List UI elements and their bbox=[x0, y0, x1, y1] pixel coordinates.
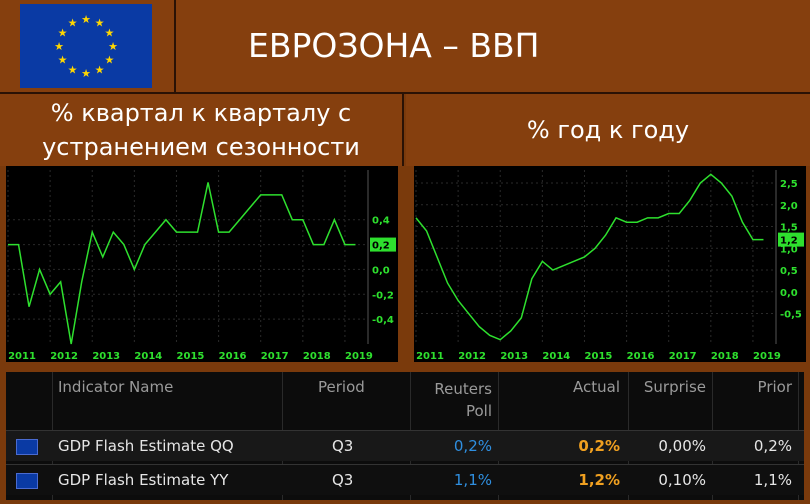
reuters-poll: 1,1% bbox=[453, 471, 492, 489]
flag-star: ★ bbox=[58, 27, 68, 40]
header-bar: ★ ★ ★ ★ ★ ★ ★ ★ ★ ★ ★ ★ ЕВРОЗОНА – ВВП bbox=[0, 0, 810, 94]
x-tick-label: 2012 bbox=[458, 351, 486, 362]
prior: 0,2% bbox=[753, 437, 792, 455]
flag-star: ★ bbox=[81, 13, 91, 26]
y-tick-label: 2,5 bbox=[780, 179, 798, 190]
prior: 1,1% bbox=[753, 471, 792, 489]
indicator-name: GDP Flash Estimate QQ bbox=[58, 437, 234, 455]
flag-star: ★ bbox=[104, 54, 114, 67]
table-row[interactable]: GDP Flash Estimate YY Q3 1,1% 1,2% 0,10%… bbox=[6, 464, 804, 495]
subtitle-left-text: % квартал к кварталу с устранением сезон… bbox=[42, 99, 360, 161]
flag-star: ★ bbox=[68, 63, 78, 76]
last-value-box bbox=[370, 237, 396, 252]
x-tick-label: 2018 bbox=[303, 351, 331, 362]
header-actual[interactable]: Actual bbox=[573, 378, 620, 396]
x-tick-label: 2019 bbox=[345, 351, 373, 362]
y-tick-label: 0,4 bbox=[372, 216, 390, 227]
x-tick-label: 2016 bbox=[219, 351, 247, 362]
yoy-chart-svg: 2011 2012 2013 2014 2015 2016 2017 2018 2019 2,5 2… bbox=[415, 170, 804, 362]
flag-star: ★ bbox=[68, 17, 78, 30]
x-tick-label: 2018 bbox=[711, 351, 739, 362]
y-tick-label: -0,5 bbox=[780, 310, 802, 321]
chart-right-subtitle: % год к году bbox=[406, 94, 810, 166]
page-title: ЕВРОЗОНА – ВВП bbox=[248, 26, 540, 65]
flag-star: ★ bbox=[58, 54, 68, 67]
flag-star: ★ bbox=[108, 40, 118, 53]
y-tick-label: 1,5 bbox=[780, 223, 798, 234]
actual: 1,2% bbox=[578, 471, 620, 489]
header-prior[interactable]: Prior bbox=[757, 378, 792, 396]
series-line bbox=[8, 182, 356, 345]
eu-flag-icon: ★ ★ ★ ★ ★ ★ ★ ★ ★ ★ ★ ★ bbox=[20, 4, 152, 88]
flag-star: ★ bbox=[95, 17, 105, 30]
subtitle-right-text: % год к году bbox=[526, 116, 690, 144]
indicator-name: GDP Flash Estimate YY bbox=[58, 471, 229, 489]
y-tick-label: 0,0 bbox=[372, 265, 390, 276]
header-indicator-name[interactable]: Indicator Name bbox=[58, 378, 174, 396]
last-value-box bbox=[778, 232, 804, 247]
eu-flag-icon bbox=[16, 439, 38, 455]
x-tick-label: 2017 bbox=[261, 351, 289, 362]
period: Q3 bbox=[332, 437, 354, 455]
x-tick-label: 2016 bbox=[627, 351, 655, 362]
y-tick-label: 2,0 bbox=[780, 201, 798, 212]
header-reuters-poll[interactable]: Reuters Poll bbox=[434, 380, 492, 420]
yoy-chart: 2011 2012 2013 2014 2015 2016 2017 2018 2019 2,5 2… bbox=[414, 166, 806, 362]
x-tick-label: 2011 bbox=[8, 351, 36, 362]
x-tick-label: 2014 bbox=[134, 351, 162, 362]
y-tick-label: -0,4 bbox=[372, 315, 394, 326]
x-tick-label: 2014 bbox=[542, 351, 570, 362]
y-tick-label: -0,2 bbox=[372, 290, 394, 301]
reuters-poll: 0,2% bbox=[453, 437, 492, 455]
indicator-table: Indicator Name Period Reuters Poll Actua… bbox=[6, 372, 804, 500]
flag-star: ★ bbox=[81, 67, 91, 80]
qoq-chart-svg: 2011 2012 2013 2014 2015 2016 2017 2018 2019 0,4 0… bbox=[7, 170, 396, 362]
flag-star: ★ bbox=[104, 27, 114, 40]
series-line bbox=[415, 173, 764, 341]
y-tick-label: 0,5 bbox=[780, 266, 798, 277]
header-surprise[interactable]: Surprise bbox=[643, 378, 706, 396]
eu-flag-icon bbox=[16, 473, 38, 489]
flag-star: ★ bbox=[95, 63, 105, 76]
period: Q3 bbox=[332, 471, 354, 489]
chart-left-subtitle: % квартал к кварталу с устранением сезон… bbox=[0, 94, 404, 166]
last-value-label: 0,2 bbox=[372, 241, 390, 252]
qoq-chart: 2011 2012 2013 2014 2015 2016 2017 2018 2019 0,4 0… bbox=[6, 166, 398, 362]
y-tick-label: 1,0 bbox=[780, 244, 798, 255]
surprise: 0,00% bbox=[658, 437, 706, 455]
x-tick-label: 2011 bbox=[416, 351, 444, 362]
x-tick-label: 2019 bbox=[753, 351, 781, 362]
surprise: 0,10% bbox=[658, 471, 706, 489]
table-row[interactable]: GDP Flash Estimate QQ Q3 0,2% 0,2% 0,00%… bbox=[6, 430, 804, 461]
flag-star: ★ bbox=[54, 40, 64, 53]
x-tick-label: 2015 bbox=[585, 351, 613, 362]
x-tick-label: 2012 bbox=[50, 351, 78, 362]
flag-panel: ★ ★ ★ ★ ★ ★ ★ ★ ★ ★ ★ ★ bbox=[0, 0, 176, 92]
header-period[interactable]: Period bbox=[318, 378, 365, 396]
x-tick-label: 2015 bbox=[177, 351, 205, 362]
y-tick-label: 0,0 bbox=[780, 288, 798, 299]
x-tick-label: 2013 bbox=[500, 351, 528, 362]
x-tick-label: 2017 bbox=[669, 351, 697, 362]
x-tick-label: 2013 bbox=[92, 351, 120, 362]
actual: 0,2% bbox=[578, 437, 620, 455]
last-value-label: 1,2 bbox=[780, 236, 798, 247]
